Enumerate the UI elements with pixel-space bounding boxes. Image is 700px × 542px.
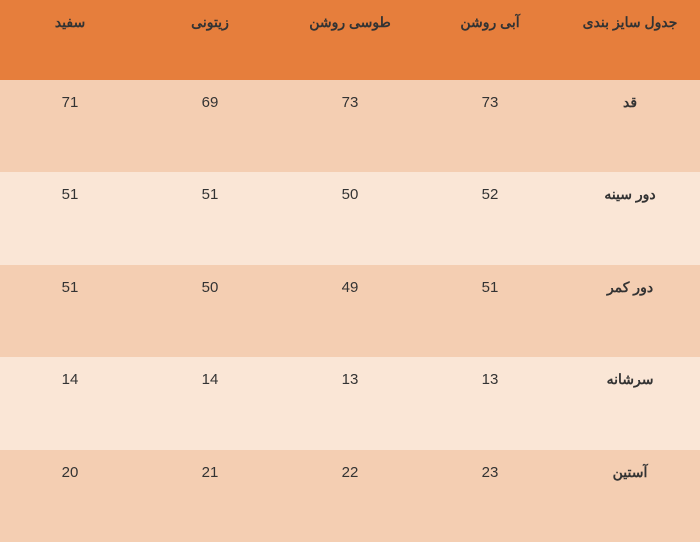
data-cell: 50	[140, 265, 280, 357]
table-title-cell: جدول سایز بندی	[560, 0, 700, 80]
data-cell: 21	[140, 450, 280, 542]
data-cell: 22	[280, 450, 420, 542]
data-cell: 51	[0, 172, 140, 264]
data-cell: 51	[420, 265, 560, 357]
data-cell: 52	[420, 172, 560, 264]
size-table: جدول سایز بندی آبی روشن طوسی روشن زیتونی…	[0, 0, 700, 542]
row-label: دور کمر	[560, 265, 700, 357]
row-label: آستین	[560, 450, 700, 542]
data-cell: 50	[280, 172, 420, 264]
table-row: قد 73 73 69 71	[0, 80, 700, 172]
table-header-row: جدول سایز بندی آبی روشن طوسی روشن زیتونی…	[0, 0, 700, 80]
data-cell: 71	[0, 80, 140, 172]
data-cell: 51	[140, 172, 280, 264]
column-header: سفید	[0, 0, 140, 80]
row-label: سرشانه	[560, 357, 700, 449]
data-cell: 14	[0, 357, 140, 449]
table-row: دور سینه 52 50 51 51	[0, 172, 700, 264]
data-cell: 23	[420, 450, 560, 542]
table-row: آستین 23 22 21 20	[0, 450, 700, 542]
table-row: دور کمر 51 49 50 51	[0, 265, 700, 357]
data-cell: 14	[140, 357, 280, 449]
data-cell: 51	[0, 265, 140, 357]
column-header: طوسی روشن	[280, 0, 420, 80]
table-row: سرشانه 13 13 14 14	[0, 357, 700, 449]
data-cell: 13	[280, 357, 420, 449]
data-cell: 73	[420, 80, 560, 172]
column-header: آبی روشن	[420, 0, 560, 80]
row-label: دور سینه	[560, 172, 700, 264]
data-cell: 20	[0, 450, 140, 542]
data-cell: 73	[280, 80, 420, 172]
data-cell: 69	[140, 80, 280, 172]
row-label: قد	[560, 80, 700, 172]
data-cell: 13	[420, 357, 560, 449]
data-cell: 49	[280, 265, 420, 357]
column-header: زیتونی	[140, 0, 280, 80]
